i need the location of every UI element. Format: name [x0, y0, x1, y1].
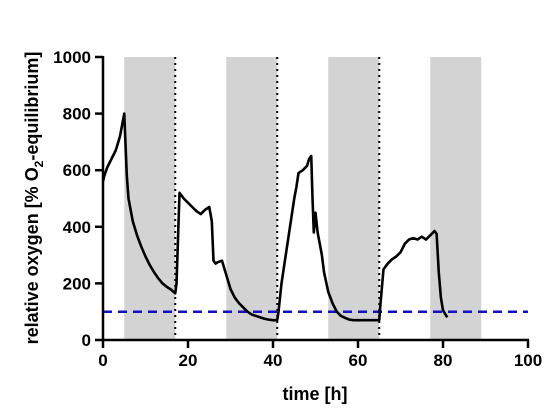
shaded-interval-1	[226, 57, 278, 340]
x-ticks: 0 20 40 60 80 100	[98, 340, 542, 370]
y-tick-label-5: 1000	[53, 48, 91, 67]
x-tick-label-2: 40	[264, 351, 283, 370]
y-axis-title-subscript: 2	[32, 160, 46, 167]
y-tick-label-1: 200	[63, 274, 91, 293]
x-tick-label-1: 20	[179, 351, 198, 370]
series-line-0	[101, 112, 449, 322]
x-axis-title: time [h]	[283, 384, 348, 404]
y-tick-label-0: 0	[82, 331, 91, 350]
y-axis-title: relative oxygen [% O2-equilibrium]	[22, 52, 46, 345]
axes	[101, 56, 529, 342]
y-tick-label-2: 400	[63, 218, 91, 237]
series-group	[101, 112, 449, 322]
x-tick-label-5: 100	[514, 351, 542, 370]
x-tick-label-3: 60	[349, 351, 368, 370]
y-tick-label-3: 600	[63, 161, 91, 180]
x-tick-label-0: 0	[98, 351, 107, 370]
y-axis-title-prefix: relative oxygen [% O	[22, 167, 42, 344]
y-tick-label-4: 800	[63, 105, 91, 124]
shaded-interval-3	[430, 57, 482, 340]
y-ticks: 0 200 400 600 800 1000	[53, 48, 103, 350]
x-tick-label-4: 80	[434, 351, 453, 370]
shaded-interval-0	[124, 57, 176, 340]
shaded-interval-2	[328, 57, 380, 340]
dark-phase-shading	[124, 57, 482, 340]
y-axis-title-suffix: -equilibrium]	[22, 52, 42, 161]
